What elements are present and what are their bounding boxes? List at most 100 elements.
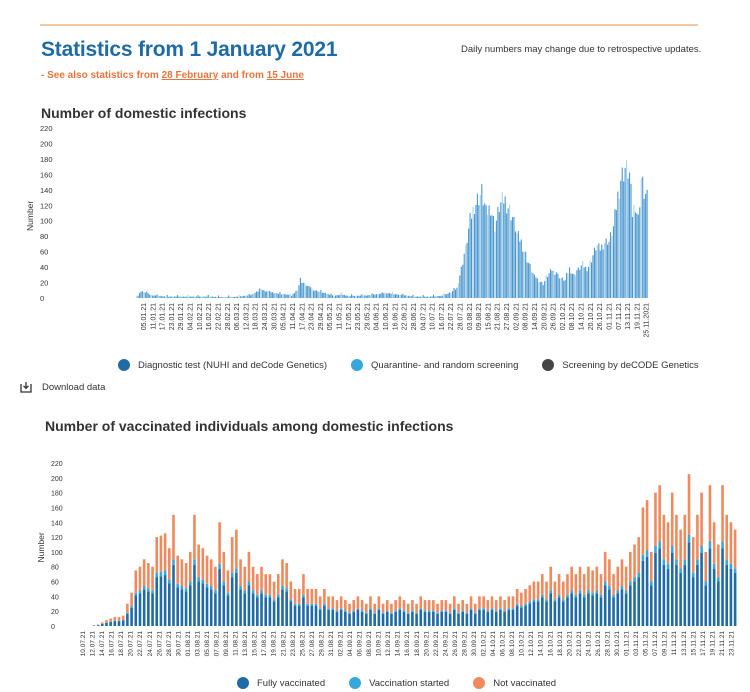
- bar-vaccination-started: [247, 581, 251, 586]
- data-bar: [383, 293, 385, 298]
- data-bar: [232, 296, 234, 298]
- bar-vaccination-started: [163, 570, 167, 576]
- bar-not-vaccinated: [390, 603, 393, 613]
- x-tick-label: 06.09.21: [357, 631, 364, 657]
- data-bar: [184, 296, 186, 298]
- data-bar: [160, 296, 162, 298]
- bar-not-vaccinated: [402, 600, 406, 611]
- bar-fully-vaccinated: [482, 609, 485, 626]
- bar-not-vaccinated: [163, 533, 167, 571]
- data-bar: [323, 292, 325, 298]
- bar-vaccination-started: [138, 590, 142, 594]
- bar-not-vaccinated: [423, 600, 427, 611]
- bar-not-vaccinated: [121, 615, 125, 620]
- legend-label: Not vaccinated: [493, 677, 557, 689]
- data-bar: [198, 296, 200, 298]
- bar-fully-vaccinated: [394, 611, 397, 626]
- data-bar: [405, 295, 407, 298]
- x-tick-label: 06.10.21: [500, 631, 507, 657]
- bar-fully-vaccinated: [432, 611, 435, 626]
- bar-fully-vaccinated: [691, 577, 695, 626]
- data-bar: [269, 290, 271, 298]
- link-15-june[interactable]: 15 June: [266, 70, 304, 81]
- bar-fully-vaccinated: [159, 576, 163, 626]
- bar-not-vaccinated: [289, 581, 293, 600]
- bar-not-vaccinated: [641, 507, 645, 555]
- data-bar: [608, 241, 610, 298]
- data-bar: [321, 292, 323, 298]
- bar-fully-vaccinated: [633, 581, 636, 626]
- bar-not-vaccinated: [612, 574, 615, 595]
- x-tick-label: 10.09.21: [376, 631, 383, 657]
- data-bar: [513, 217, 515, 298]
- legend-item-diagnostic[interactable]: Diagnostic test (NUHI and deCode Genetic…: [118, 359, 327, 371]
- x-tick-label: 23.11.21: [729, 631, 736, 656]
- legend-label: Screening by deCODE Genetics: [562, 359, 699, 371]
- bar-fully-vaccinated: [578, 593, 582, 626]
- x-tick-label: 26.10.21: [595, 631, 602, 657]
- bar-vaccination-started: [612, 594, 615, 598]
- bar-not-vaccinated: [256, 574, 259, 595]
- legend-item-decode[interactable]: Screening by deCODE Genetics: [542, 359, 699, 371]
- bar-not-vaccinated: [188, 551, 192, 582]
- bar-vaccination-started: [369, 608, 372, 610]
- x-tick-label: 29.08.21: [318, 631, 325, 657]
- data-bar: [260, 288, 262, 298]
- data-bar: [201, 296, 203, 298]
- data-bar: [408, 295, 410, 298]
- bar-not-vaccinated: [348, 603, 351, 613]
- x-tick-label: 25.11.2021: [644, 303, 651, 338]
- x-tick-label: 09.11.21: [662, 631, 669, 656]
- data-bar: [280, 294, 282, 298]
- x-tick-label: 23.08.21: [290, 631, 297, 657]
- data-bar: [617, 191, 619, 298]
- data-bar: [412, 294, 414, 298]
- bar-vaccination-started: [385, 610, 389, 612]
- legend-item-fully[interactable]: Fully vaccinated: [237, 677, 325, 689]
- data-bar: [536, 278, 538, 298]
- bar-not-vaccinated: [323, 588, 326, 604]
- legend-item-quarantine[interactable]: Quarantine- and random screening: [351, 359, 518, 371]
- bar-not-vaccinated: [398, 596, 402, 609]
- bar-vaccination-started: [268, 594, 272, 598]
- x-tick-label: 16.09.21: [404, 631, 411, 657]
- bar-vaccination-started: [306, 603, 309, 606]
- bar-not-vaccinated: [503, 600, 506, 611]
- bar-fully-vaccinated: [704, 585, 708, 626]
- bar-vaccination-started: [184, 588, 188, 592]
- infections-chart: 0 20 40 60 80 100 120 140 160 180 200 220 Number 05.0…: [25, 124, 651, 338]
- bar-vaccination-started: [524, 603, 527, 606]
- bar-fully-vaccinated: [331, 609, 335, 626]
- bar-vaccination-started: [637, 572, 641, 578]
- y-tick-label: 80: [51, 565, 59, 572]
- bar-vaccination-started: [440, 610, 444, 612]
- bar-vaccination-started: [616, 590, 620, 594]
- data-bar: [431, 296, 433, 298]
- data-bar: [585, 266, 587, 298]
- legend-item-not[interactable]: Not vaccinated: [473, 677, 556, 689]
- data-bar: [479, 194, 481, 298]
- bar-not-vaccinated: [168, 548, 171, 580]
- legend-item-started[interactable]: Vaccination started: [349, 677, 449, 689]
- data-bar: [267, 291, 269, 298]
- bar-not-vaccinated: [268, 574, 272, 595]
- data-bar: [163, 296, 165, 298]
- bar-fully-vaccinated: [293, 605, 297, 627]
- bar-not-vaccinated: [352, 600, 356, 611]
- bar-fully-vaccinated: [721, 548, 724, 626]
- bar-not-vaccinated: [218, 522, 221, 564]
- bar-not-vaccinated: [331, 596, 335, 609]
- bar-not-vaccinated: [310, 588, 314, 604]
- data-bar: [372, 294, 375, 298]
- bar-vaccination-started: [712, 563, 716, 569]
- download-data-button[interactable]: Download data: [20, 381, 105, 393]
- data-bar: [636, 213, 638, 298]
- x-tick-label: 07.11.21: [652, 631, 659, 656]
- bar-vaccination-started: [121, 619, 125, 621]
- data-bar: [364, 295, 366, 298]
- x-tick-label: 17.04.21: [299, 303, 306, 330]
- link-28-february[interactable]: 28 February: [161, 70, 219, 81]
- data-bar: [574, 275, 576, 298]
- data-bar: [490, 215, 492, 298]
- data-bar: [244, 295, 246, 298]
